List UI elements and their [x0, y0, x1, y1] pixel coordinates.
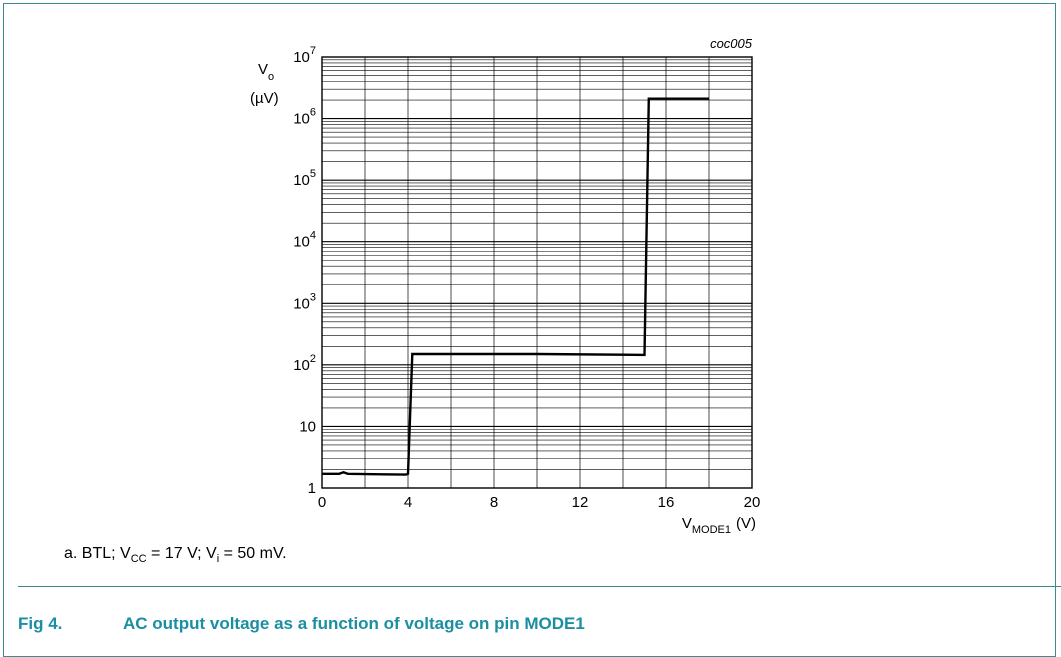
y-tick-exponent: 5: [310, 168, 316, 180]
figure-id-label: coc005: [710, 36, 753, 51]
y-tick-label: 102: [293, 353, 316, 374]
x-axis-unit: (V): [736, 515, 756, 532]
y-tick-base: 10: [299, 418, 316, 435]
chart-note: a. BTL; VCC = 17 V; Vi = 50 mV.: [64, 545, 287, 565]
figure-title: AC output voltage as a function of volta…: [123, 614, 585, 633]
y-tick-label: 106: [293, 107, 316, 128]
y-tick-label: 1: [308, 480, 316, 497]
x-tick-label: 0: [318, 494, 326, 511]
note-sub-i: i: [216, 553, 220, 566]
y-tick-label: 107: [293, 45, 316, 66]
y-axis-label: Vo: [258, 61, 274, 83]
y-axis-symbol: V: [258, 61, 268, 78]
y-tick-base: 10: [293, 111, 310, 128]
y-tick-label: 105: [293, 168, 316, 189]
grid-major: [322, 118, 752, 427]
note-suffix: = 50 mV.: [219, 545, 287, 562]
plot-border: [321, 56, 753, 489]
figure-number: Fig 4.: [18, 614, 63, 633]
x-tick-label: 4: [404, 494, 412, 511]
y-tick-base: 10: [293, 172, 310, 189]
y-tick-exponent: 4: [310, 230, 316, 242]
x-tick-label: 8: [490, 494, 498, 511]
y-tick-exponent: 6: [310, 107, 316, 119]
x-axis-subscript: MODE1: [692, 524, 731, 536]
caption-divider: [18, 586, 1061, 587]
y-tick-base: 10: [293, 295, 310, 312]
y-tick-label: 104: [293, 230, 316, 251]
note-sub-cc: CC: [130, 553, 147, 566]
note-mid: = 17 V; V: [146, 545, 217, 562]
note-prefix: a. BTL; V: [64, 545, 131, 562]
y-axis-subscript: o: [268, 71, 274, 83]
y-tick-base: 10: [293, 357, 310, 374]
grid-minor: [322, 57, 752, 488]
y-tick-base: 1: [308, 480, 316, 497]
figure-caption: Fig 4. AC output voltage as a function of…: [18, 614, 585, 634]
x-axis-symbol: V: [682, 515, 692, 532]
x-tick-label: 20: [744, 494, 761, 511]
x-tick-label: 12: [572, 494, 589, 511]
y-tick-exponent: 2: [310, 353, 316, 365]
y-tick-label: 103: [293, 291, 316, 312]
x-axis-label: VMODE1 (V): [682, 515, 756, 536]
y-tick-exponent: 3: [310, 291, 316, 303]
y-tick-base: 10: [293, 234, 310, 251]
y-tick-label: 10: [299, 418, 316, 435]
y-tick-exponent: 7: [310, 45, 316, 57]
series-line: [322, 97, 709, 476]
y-tick-base: 10: [293, 49, 310, 66]
x-tick-label: 16: [658, 494, 675, 511]
y-axis-unit: (µV): [250, 90, 279, 107]
chart-container: 0 4 8 12 16 20 1 10 102 103 104 105 106 107 coc005 V…: [250, 36, 761, 536]
x-tick-labels: 0 4 8 12 16 20: [318, 494, 761, 511]
